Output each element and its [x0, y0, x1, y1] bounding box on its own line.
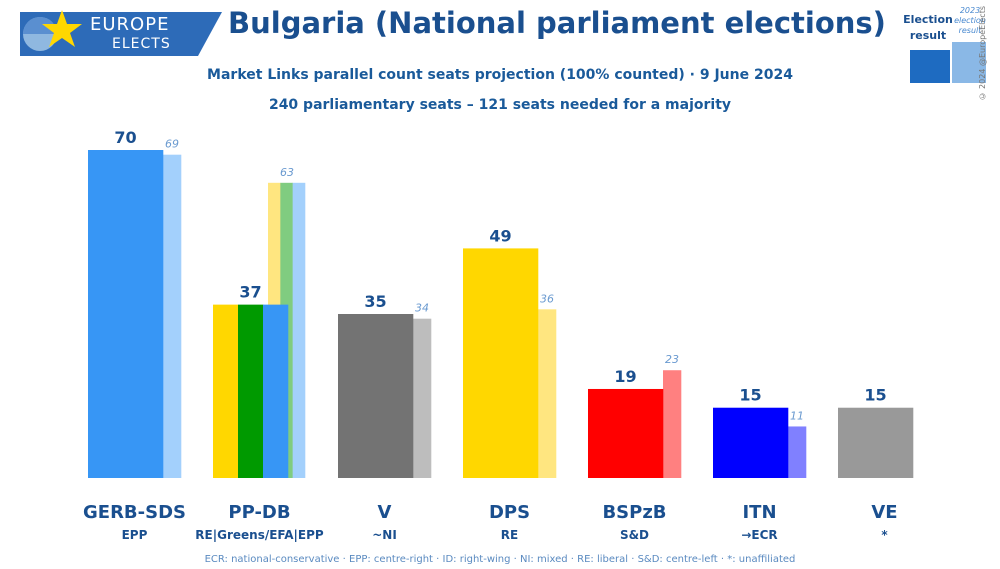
category-label-v: V: [378, 502, 392, 523]
bar-previous-gerb-sds: [163, 154, 182, 478]
label-previous-pp-db: 63: [280, 166, 294, 179]
group-label-bspzb: S&D: [620, 528, 649, 542]
bar-current-ve: [838, 407, 914, 478]
legend-previous-swatch: [952, 42, 986, 83]
chart-subtitle: Market Links parallel count seats projec…: [207, 67, 793, 83]
label-previous-gerb-sds: 69: [165, 138, 179, 151]
logo-text-elects: ELECTS: [112, 36, 171, 52]
label-current-bspzb: 19: [614, 367, 636, 386]
label-previous-bspzb: 23: [665, 353, 679, 366]
chart-subtitle-seats: 240 parliamentary seats – 121 seats need…: [268, 97, 732, 113]
footer-legend: ECR: national-conservative · EPP: centre…: [204, 554, 796, 565]
chart-title: Bulgaria (National parliament elections): [228, 6, 886, 40]
category-label-itn: ITN: [742, 502, 776, 523]
legend-current-label: Election result: [903, 13, 953, 42]
logo-text-europe: EUROPE: [90, 14, 170, 35]
category-label-ve: VE: [871, 502, 897, 523]
label-current-ve: 15: [864, 386, 886, 405]
bar-current-pp-db: [213, 304, 239, 478]
bar-current-gerb-sds: [88, 150, 164, 478]
label-current-pp-db: 37: [239, 283, 261, 302]
bar-current-itn: [713, 407, 789, 478]
bar-previous-itn: [788, 426, 807, 478]
label-current-dps: 49: [489, 226, 511, 245]
group-label-itn: →ECR: [741, 528, 777, 542]
bar-current-pp-db: [263, 304, 289, 478]
label-current-itn: 15: [739, 386, 761, 405]
label-current-gerb-sds: 70: [114, 128, 136, 147]
label-previous-v: 34: [415, 302, 429, 315]
group-label-v: ~NI: [372, 528, 397, 542]
category-label-bspzb: BSPzB: [602, 502, 666, 523]
group-label-dps: RE: [501, 528, 518, 542]
bar-previous-pp-db: [292, 182, 306, 479]
label-previous-dps: 36: [540, 292, 554, 305]
label-current-v: 35: [364, 292, 386, 311]
bar-previous-dps: [538, 309, 557, 478]
bar-current-v: [338, 314, 414, 478]
legend-current-swatch: [910, 50, 950, 83]
group-label-pp-db: RE|Greens/EFA|EPP: [195, 528, 324, 542]
label-previous-itn: 11: [790, 409, 804, 422]
logo-badge: [20, 10, 222, 56]
bar-previous-bspzb: [663, 370, 682, 478]
bar-current-bspzb: [588, 388, 664, 478]
bar-current-pp-db: [238, 304, 264, 478]
category-label-pp-db: PP-DB: [228, 502, 290, 523]
legend-previous-label: 2023 election result: [954, 6, 986, 35]
star-icon: [42, 10, 82, 47]
group-label-gerb-sds: EPP: [122, 528, 148, 542]
group-label-ve: *: [881, 528, 888, 542]
bar-current-dps: [463, 248, 539, 478]
category-label-dps: DPS: [489, 502, 530, 523]
category-label-gerb-sds: GERB-SDS: [83, 502, 186, 523]
bar-previous-v: [413, 318, 432, 478]
